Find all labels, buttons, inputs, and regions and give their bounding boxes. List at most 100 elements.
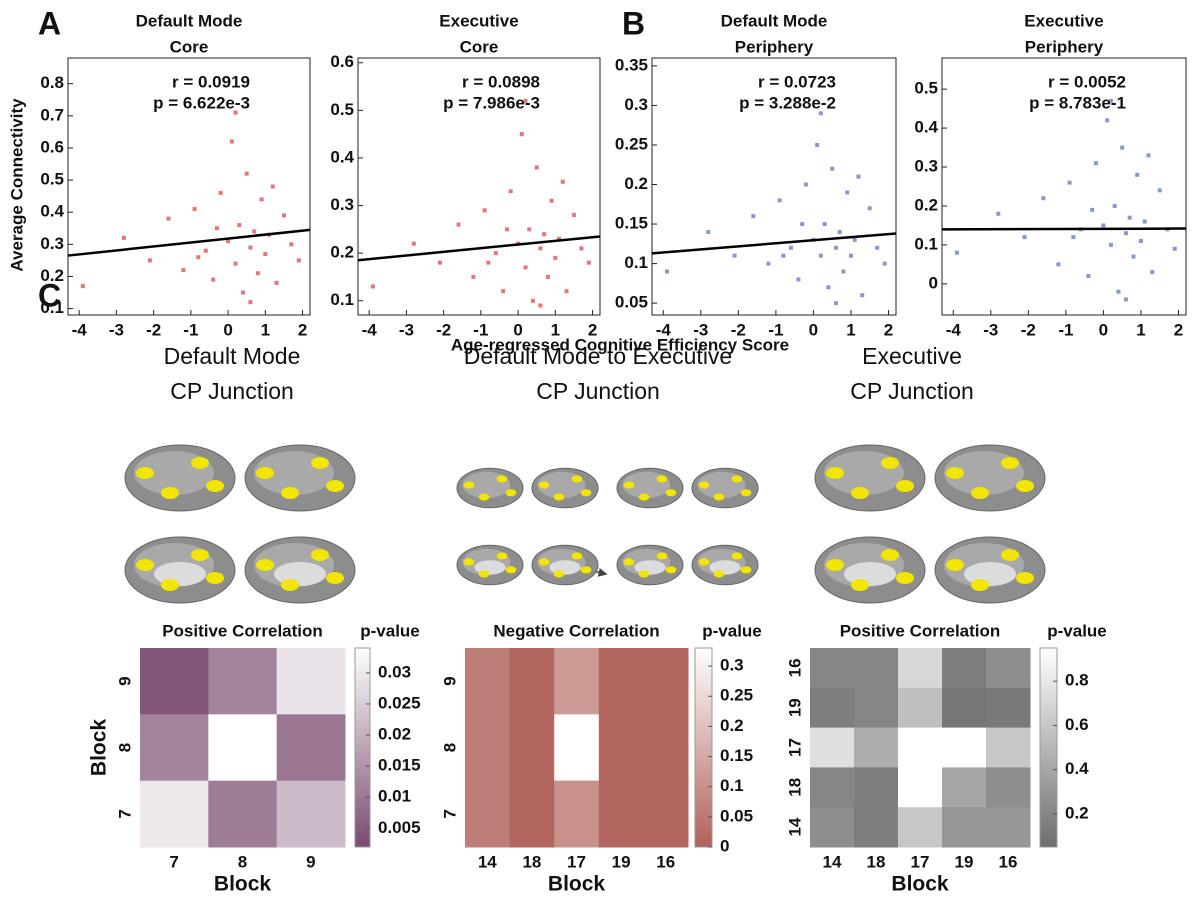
y-tick-label: 0.3	[914, 157, 938, 176]
point	[471, 275, 475, 279]
x-axis-label: Block	[214, 873, 272, 896]
activation	[581, 566, 592, 573]
activation	[881, 549, 899, 561]
point	[241, 291, 245, 295]
x-tick-label: 16	[999, 852, 1018, 871]
x-tick-label: -4	[946, 320, 962, 339]
point	[538, 246, 542, 250]
y-tick-label: 0.3	[40, 234, 64, 253]
point	[841, 270, 845, 274]
y-tick-label: 7	[115, 809, 134, 818]
point	[274, 281, 278, 285]
activation	[326, 480, 344, 492]
point	[834, 301, 838, 305]
heatmap-cell	[140, 714, 209, 781]
activation	[624, 558, 635, 565]
y-tick-label: 18	[785, 778, 804, 797]
section-title: Executive	[862, 343, 962, 369]
activation	[666, 566, 677, 573]
point	[550, 199, 554, 203]
heatmap-cell	[854, 728, 899, 768]
y-tick-label: 0.5	[330, 100, 354, 119]
activation	[657, 475, 668, 482]
activation	[657, 552, 668, 559]
activation	[946, 467, 964, 479]
point	[1056, 262, 1060, 266]
activation	[206, 480, 224, 492]
activation	[479, 493, 490, 500]
point	[1105, 118, 1109, 122]
colorbar-tick-label: 0.4	[1065, 759, 1089, 778]
activation	[639, 570, 650, 577]
activation	[1001, 549, 1019, 561]
heatmap-cell	[465, 714, 510, 781]
y-tick-label: 0.25	[615, 134, 648, 153]
x-tick-label: 7	[169, 852, 178, 871]
activation	[206, 572, 224, 584]
activation	[256, 467, 274, 479]
y-tick-label: 0.5	[40, 170, 64, 189]
x-tick-label: 18	[522, 852, 541, 871]
activation	[539, 481, 550, 488]
y-tick-label: 0.4	[330, 147, 354, 166]
activation	[881, 457, 899, 469]
point	[148, 258, 152, 262]
chart-title: Periphery	[735, 37, 814, 56]
heatmap-cell	[277, 648, 346, 715]
x-axis-label: Block	[891, 873, 949, 896]
y-tick-label: 14	[785, 817, 804, 836]
heatmap-cell	[599, 714, 644, 781]
colorbar-tick-label: 0.8	[1065, 671, 1089, 690]
brain-medial	[709, 560, 740, 574]
y-tick-label: 9	[115, 676, 134, 685]
point	[766, 262, 770, 266]
brain-medial	[474, 560, 505, 574]
chart-title: Default Mode	[721, 11, 828, 30]
y-tick-label: 0.2	[40, 266, 64, 285]
x-tick-label: 2	[1174, 320, 1183, 339]
colorbar-tick-label: 0.2	[1065, 803, 1089, 822]
colorbar-title: p-value	[702, 621, 762, 640]
point	[211, 278, 215, 282]
annotation: p = 6.622e-3	[153, 93, 250, 112]
x-tick-label: -2	[731, 320, 746, 339]
point	[412, 242, 416, 246]
point	[561, 180, 565, 184]
x-tick-label: 1	[846, 320, 855, 339]
activation	[639, 493, 650, 500]
chart-title: Positive Correlation	[840, 621, 1001, 640]
y-axis-label: Average Connectivity	[7, 98, 26, 272]
point	[849, 254, 853, 258]
chart-title: Executive	[1024, 11, 1103, 30]
point	[527, 227, 531, 231]
heatmap-cell	[942, 688, 987, 728]
heatmap-cell	[465, 781, 510, 848]
activation	[506, 566, 517, 573]
colorbar	[355, 648, 370, 847]
point	[1135, 173, 1139, 177]
annotation: p = 8.783e-1	[1029, 93, 1126, 112]
point	[230, 140, 234, 144]
heatmap-cell	[854, 648, 899, 688]
point	[248, 246, 252, 250]
annotation: p = 7.986e-3	[443, 93, 540, 112]
colorbar-tick-label: 0.03	[378, 662, 411, 681]
x-tick-label: -3	[983, 320, 998, 339]
y-tick-label: 7	[440, 809, 459, 818]
point	[1116, 290, 1120, 294]
activation	[572, 552, 583, 559]
heatmap-cell	[208, 781, 277, 848]
heatmap-cell	[898, 688, 943, 728]
y-tick-label: 9	[440, 676, 459, 685]
point	[1158, 188, 1162, 192]
heatmap-cell	[465, 648, 510, 715]
x-tick-label: -2	[146, 320, 161, 339]
point	[838, 230, 842, 234]
x-axis-label: Block	[548, 873, 606, 896]
activation	[971, 487, 989, 499]
activation	[581, 489, 592, 496]
point	[237, 223, 241, 227]
colorbar	[1040, 648, 1057, 847]
point	[531, 299, 535, 303]
x-tick-label: 8	[238, 852, 247, 871]
